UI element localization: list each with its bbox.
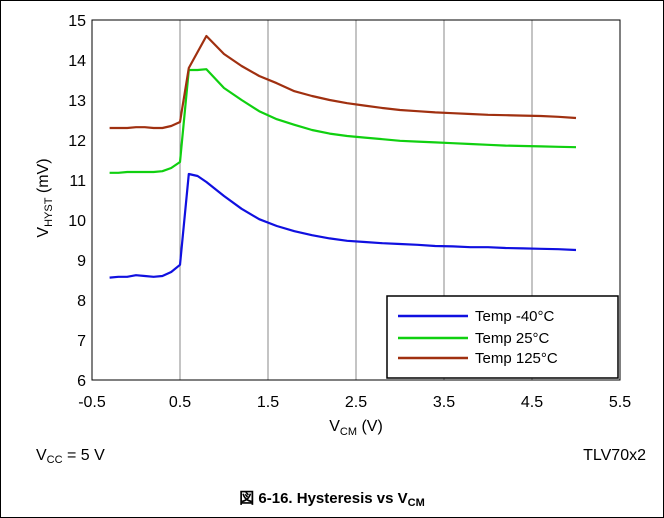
y-axis-label-main: V xyxy=(35,227,52,238)
figure-caption: 図 6-16. Hysteresis vs VCM xyxy=(0,487,664,509)
y-tick-labels: 6 7 8 9 10 11 12 13 14 15 xyxy=(68,13,86,390)
device-name: TLV70x2 xyxy=(583,447,646,464)
test-conditions: VCC = 5 V xyxy=(36,447,105,466)
y-axis-label-unit: (mV) xyxy=(35,158,52,197)
plot-area xyxy=(91,19,621,381)
y-tick-label: 12 xyxy=(68,133,86,150)
x-tick-labels: -0.5 0.5 1.5 2.5 3.5 4.5 5.5 xyxy=(78,394,631,411)
x-tick-label: 1.5 xyxy=(257,394,279,411)
x-tick-label: -0.5 xyxy=(78,394,106,411)
legend-label-temp-125: Temp 125°C xyxy=(475,350,558,367)
x-axis-label-main: V xyxy=(329,418,340,435)
caption-sub: CM xyxy=(407,497,425,509)
y-axis-label-sub: HYST xyxy=(43,197,55,227)
conditions-suffix: = 5 V xyxy=(62,447,105,464)
x-tick-label: 2.5 xyxy=(345,394,367,411)
y-tick-label: 15 xyxy=(68,13,86,30)
series-line-0 xyxy=(109,172,577,279)
y-tick-label: 6 xyxy=(77,373,86,390)
y-tick-label: 11 xyxy=(69,173,86,190)
y-tick-label: 10 xyxy=(68,213,86,230)
caption-text: 図 6-16. Hysteresis vs V xyxy=(239,490,408,507)
x-tick-label: 4.5 xyxy=(521,394,543,411)
hysteresis-chart: -0.5 0.5 1.5 2.5 3.5 4.5 5.5 6789101112131415 … xyxy=(35,13,631,438)
conditions-prefix: V xyxy=(36,447,47,464)
series-line-2 xyxy=(109,34,577,130)
y-axis-label: VHYST (mV) xyxy=(35,158,55,237)
legend-label-temp-25: Temp 25°C xyxy=(475,330,550,347)
y-tick-label: 7 xyxy=(77,333,86,350)
conditions-sub: CC xyxy=(46,454,63,466)
x-tick-label: 3.5 xyxy=(433,394,455,411)
series-lines xyxy=(109,34,577,279)
x-axis-label-unit: (V) xyxy=(357,418,383,435)
x-tick-label: 0.5 xyxy=(169,394,191,411)
y-tick-label: 9 xyxy=(77,253,86,270)
x-axis-label-sub: CM xyxy=(340,426,357,438)
x-tick-label: 5.5 xyxy=(609,394,631,411)
series-line-1 xyxy=(109,68,577,174)
y-tick-label: 13 xyxy=(68,93,86,110)
y-tick-label: 8 xyxy=(77,293,86,310)
legend-label-temp-minus40: Temp -40°C xyxy=(475,308,555,325)
legend: Temp -40°C Temp 25°C Temp 125°C xyxy=(386,295,619,379)
y-tick-label: 14 xyxy=(68,53,86,70)
x-axis-label: VCM (V) xyxy=(329,418,383,438)
